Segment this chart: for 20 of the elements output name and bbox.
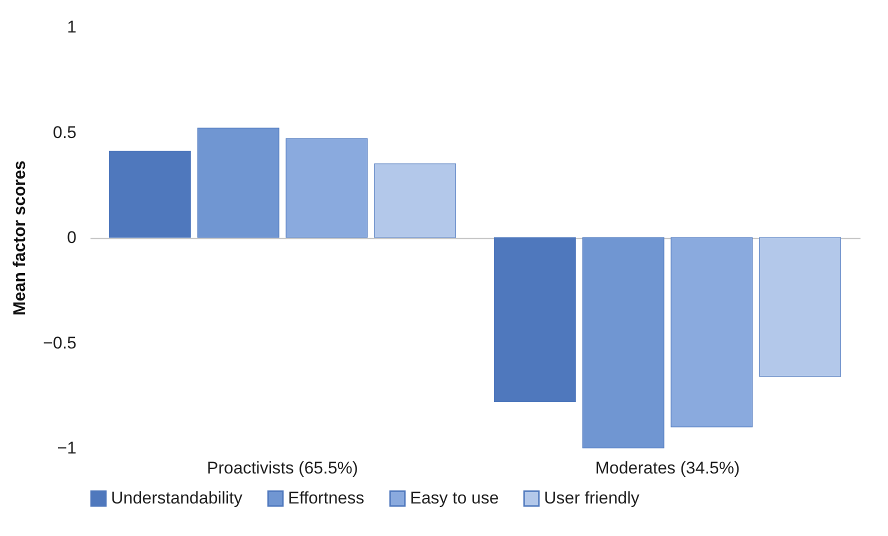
y-axis-title: Mean factor scores — [10, 160, 29, 316]
legend-label: Effortness — [288, 488, 364, 508]
bar — [759, 237, 842, 377]
y-tick-label: −0.5 — [42, 333, 76, 352]
legend-label: Easy to use — [410, 488, 499, 508]
bar — [494, 237, 576, 402]
bar — [670, 237, 753, 428]
x-tick-label: Moderates (34.5%) — [595, 458, 740, 478]
bar — [286, 138, 368, 238]
bar — [582, 237, 664, 448]
x-tick-label: Proactivists (65.5%) — [206, 458, 358, 478]
legend-label: User friendly — [544, 488, 640, 508]
bar — [108, 150, 191, 238]
y-tick-label: 0 — [67, 228, 76, 247]
y-tick-label: −1 — [57, 438, 76, 458]
y-tick-label: 1 — [67, 18, 76, 36]
legend-label: Understandability — [111, 488, 243, 508]
bar — [374, 164, 456, 238]
bar — [197, 128, 280, 238]
y-tick-label: 0.5 — [52, 122, 76, 142]
